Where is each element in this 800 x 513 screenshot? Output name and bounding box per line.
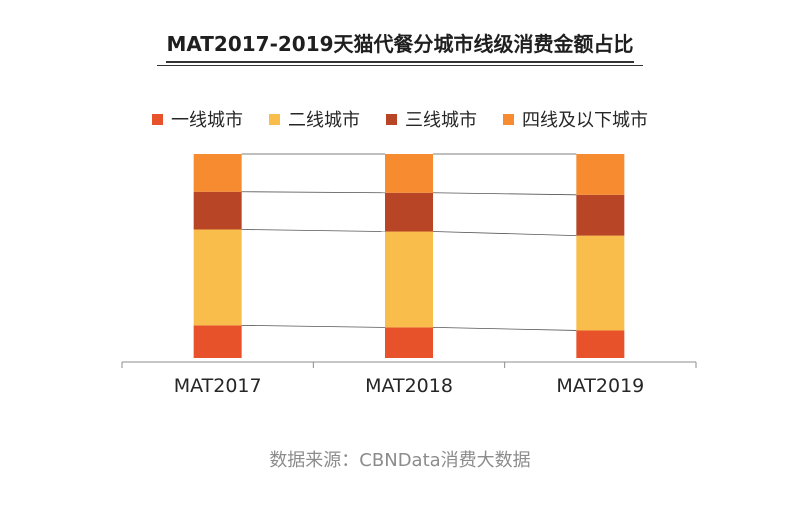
bar-segment [385,231,433,328]
bar-segment [576,154,625,195]
legend-item: 二线城市 [269,106,360,132]
bar-segment [193,191,242,230]
legend-item: 四线及以下城市 [503,106,648,132]
legend-swatch [386,113,397,125]
bar-segment [193,154,242,192]
bar-segment [385,327,433,358]
legend-label: 三线城市 [405,110,477,131]
connector-line [432,231,577,236]
title-underline [157,65,643,66]
connector-line [241,229,386,232]
connector-line [432,192,577,196]
bar-segment [193,229,242,326]
connector-line [241,324,386,328]
legend-label: 四线及以下城市 [522,110,648,131]
legend-label: 一线城市 [171,110,243,131]
chart-title: MAT2017-2019天猫代餐分城市线级消费金额占比 [166,28,634,63]
connector-line [241,191,386,194]
bar-segment [385,192,433,232]
legend-swatch [503,113,514,125]
connector-line [432,327,577,331]
legend-item: 三线城市 [386,106,477,132]
x-tick-label: MAT2019 [556,375,644,397]
legend: 一线城市 二线城市 三线城市 四线及以下城市 [0,106,800,132]
bar-segment [576,330,625,358]
bar-segment [193,325,242,358]
legend-swatch [152,113,163,125]
bar-segment [576,194,625,236]
bar-segment [576,235,625,331]
legend-swatch [269,113,280,125]
legend-label: 二线城市 [288,110,360,131]
bar-segment [385,154,433,193]
x-tick-label: MAT2017 [174,375,262,397]
x-tick-label: MAT2018 [365,375,453,397]
legend-item: 一线城市 [152,106,243,132]
source-note: 数据来源：CBNData消费大数据 [269,450,531,471]
